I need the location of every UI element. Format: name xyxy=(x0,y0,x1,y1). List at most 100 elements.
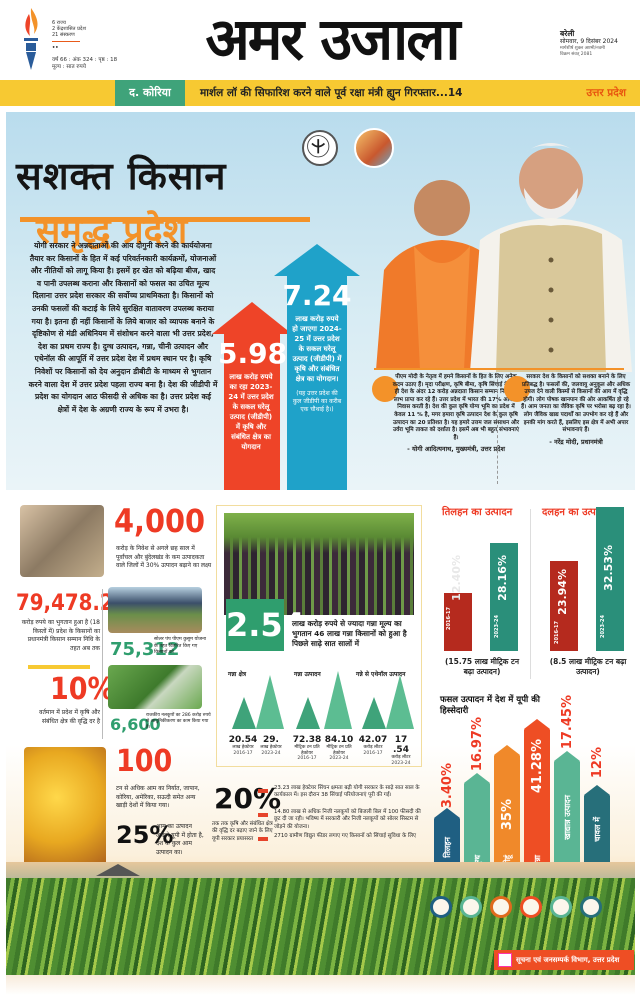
date: सोमवार, 9 दिसंबर 2024 xyxy=(560,38,618,45)
sugarcane-payment-desc: लाख करोड़ रुपये से ज्यादा गन्ना मूल्य का… xyxy=(292,619,407,648)
headline-underline xyxy=(20,217,310,222)
gdp-2024-note: (यह उत्तर प्रदेश की कुल जीडीपी का करीब ए… xyxy=(292,390,342,413)
share-value-sugarcane: 41.28% xyxy=(530,739,545,794)
ethanol-2023: 17 .54 करोड़ लीटर 2023-24 xyxy=(391,735,411,766)
cane-area-2023: 29. लाख हेक्टेयर 2023-24 xyxy=(260,735,282,756)
oilseed-year-2016: 2016-17 xyxy=(446,607,452,630)
share-value-foodgrain: 17.45% xyxy=(560,695,575,750)
mango-export-value: 100 xyxy=(116,744,173,779)
prime-minister-photo xyxy=(470,143,632,372)
issue-line: वर्ष 66 : अंक 324 : पृष्ठ : 18 xyxy=(52,57,118,63)
gdp-2024-value: 7.24 xyxy=(282,279,352,312)
quote-modi-text: सरकार देश के किसानों को सशक्त बनाने के ल… xyxy=(521,374,631,434)
headline-line1: सशक्त किसान xyxy=(16,154,227,198)
bullet-icon xyxy=(258,813,268,817)
pulses-value-2023: 32.53% xyxy=(602,545,615,591)
quote-mark-icon xyxy=(372,376,398,402)
pulses-year-2016: 2016-17 xyxy=(554,621,560,644)
drop-icon xyxy=(520,896,542,918)
quote-yogi-text: पीएम मोदी के नेतृत्व में हमने किसानों के… xyxy=(392,374,520,441)
pyramid-icon xyxy=(232,697,256,729)
gdp-2023-arrow: 5.98 लाख करोड़ रुपये का रहा 2023-24 में … xyxy=(212,302,292,490)
chief-minister-photo xyxy=(376,180,504,370)
tubewell-value: 6,600 xyxy=(110,715,161,734)
photo-divider xyxy=(374,368,624,370)
oilseed-value-2016: 12.40% xyxy=(450,555,463,601)
sugarcane-photo xyxy=(224,513,414,615)
oilseed-year-2023: 2023-24 xyxy=(494,615,500,638)
mango-share-value: 25% xyxy=(116,821,174,849)
solar-pump-desc: सोलर पंप पीएम कुसुम योजना के तहत वितरित … xyxy=(154,637,207,655)
divider xyxy=(530,509,531,679)
oilseed-value-2023: 28.16% xyxy=(496,555,509,601)
newspaper-logo[interactable]: अमर उजाला xyxy=(205,5,460,73)
drop-icon xyxy=(490,896,512,918)
irrigation-photo xyxy=(108,665,202,709)
share-value-wheat: 35% xyxy=(500,799,515,831)
ethanol-2016: 42.07 करोड़ लीटर 2016-17 xyxy=(358,735,388,756)
hero-section: सशक्त किसान समृद्ध प्रदेश योगी सरकार ने … xyxy=(6,112,635,490)
ticker-headline[interactable]: मार्शल लॉ की सिफारिश करने वाले पूर्व रक्… xyxy=(200,87,463,99)
pulses-year-2023: 2023-24 xyxy=(600,615,606,638)
hindu-date: मार्गशीर्ष शुक्ल अष्टमी/नवमी xyxy=(560,46,605,51)
quote-modi: सरकार देश के किसानों को सशक्त बनाने के ल… xyxy=(520,374,632,446)
solar-pump-photo xyxy=(108,587,202,633)
section-label[interactable]: उत्तर प्रदेश xyxy=(586,87,626,99)
share-value-rice: 12% xyxy=(590,747,605,779)
oilseed-chart-title: तिलहन का उत्पादन xyxy=(442,507,513,518)
kisan-nidhi-desc: करोड़ रुपये का भुगतान हुआ है (18 किस्तों… xyxy=(21,619,100,652)
share-value-oilseed: 3.40% xyxy=(440,763,455,809)
edition-info: 6 राज्य 2 केंद्रशासित प्रदेश 21 संस्करण … xyxy=(52,20,117,70)
up-government-emblem-icon xyxy=(302,130,338,166)
footer-credit-text: सूचना एवं जनसम्पर्क विभाग, उत्तर प्रदेश xyxy=(516,956,620,964)
pulses-footnote: (8.5 लाख मीट्रिक टन बढ़ा उत्पादन) xyxy=(549,657,627,676)
quote-mark-icon xyxy=(504,376,530,402)
bullet-icon xyxy=(258,789,268,793)
quote-yogi-signature: - योगी आदित्यनाथ, मुख्यमंत्री, उत्तर प्र… xyxy=(407,445,505,454)
bullet-icon xyxy=(258,837,268,841)
gdp-2024-desc: लाख करोड़ रुपये हो जाएगा 2024-25 में उत्… xyxy=(292,315,342,383)
currency-photo xyxy=(20,505,104,577)
gdp-2023-desc: लाख करोड़ रुपये का रहा 2023-24 में उत्तर… xyxy=(228,373,274,451)
investment-value: 4,000 xyxy=(114,502,206,540)
sugarcane-payment-value: 2.54 xyxy=(226,599,305,651)
growth-rate-value: 10% xyxy=(50,672,115,707)
drop-icon xyxy=(430,896,452,918)
bullet-text: 23.23 लाख हेक्टेयर सिंचन क्षमता बढ़ी योग… xyxy=(274,785,420,799)
gdp-2024-arrow: 7.24 लाख करोड़ रुपये हो जाएगा 2024-25 मे… xyxy=(274,244,360,490)
footer-credit: सूचना एवं जनसम्पर्क विभाग, उत्तर प्रदेश xyxy=(494,950,634,970)
pyramid-icon xyxy=(386,675,414,729)
pyramid-icon xyxy=(324,671,352,729)
pulses-value-2016: 23.94% xyxy=(556,569,569,615)
bullet-text: 2710 ग्रामीण विद्युत फीडर लगाए गए किसानो… xyxy=(274,833,417,839)
ticker-tag[interactable]: द. कोरिया xyxy=(115,80,185,106)
drop-icon xyxy=(550,896,572,918)
mahakumbh-badge-icon xyxy=(354,128,394,168)
growth-rate-desc: वर्तमान में प्रदेश में कृषि और संबंधित क… xyxy=(39,709,100,725)
quote-separator xyxy=(497,374,498,484)
divider-bar xyxy=(28,665,90,669)
cane-production-label: गन्ना उत्पादन xyxy=(294,671,321,678)
quote-modi-signature: - नरेंद्र मोदी, प्रधानमंत्री xyxy=(549,437,603,446)
hut-icon xyxy=(96,864,140,876)
pulses-chart-title: दलहन का उत्पादन xyxy=(542,507,610,518)
edition-count: 21 संस्करण xyxy=(52,32,75,38)
masthead: 6 राज्य 2 केंद्रशासित प्रदेश 21 संस्करण … xyxy=(0,0,640,78)
pulses-bar-2023 xyxy=(596,507,624,651)
divider xyxy=(102,589,103,739)
department-logo-icon xyxy=(498,953,512,967)
drop-icon xyxy=(460,896,482,918)
cane-area-2016: 20.54 लाख हेक्टेयर 2016-17 xyxy=(228,735,258,756)
sugarcane-panel xyxy=(216,505,422,767)
pulses-bar-2016 xyxy=(550,561,578,651)
cane-production-2016: 72.38 मीट्रिक टन प्रति हेक्टेयर 2016-17 xyxy=(292,735,322,761)
target-growth-value: 20% xyxy=(214,782,282,815)
share-value-milk: 16.97% xyxy=(470,717,485,772)
drop-icon xyxy=(580,896,602,918)
vikram-samvat: विक्रम संवत् 2081 xyxy=(560,52,593,57)
tubewell-desc: राजकीय नलकूपों का 286 करोड़ रुपये से आधु… xyxy=(146,713,211,731)
cane-production-2023: 84.10 मीट्रिक टन प्रति हेक्टेयर 2023-24 xyxy=(324,735,354,761)
city: बरेली xyxy=(560,29,575,38)
bullet-text: 14.80 लाख से अधिक निजी नलकूपों को बिजली … xyxy=(274,809,421,830)
share-label-oilseed: तिलहन xyxy=(443,837,452,858)
